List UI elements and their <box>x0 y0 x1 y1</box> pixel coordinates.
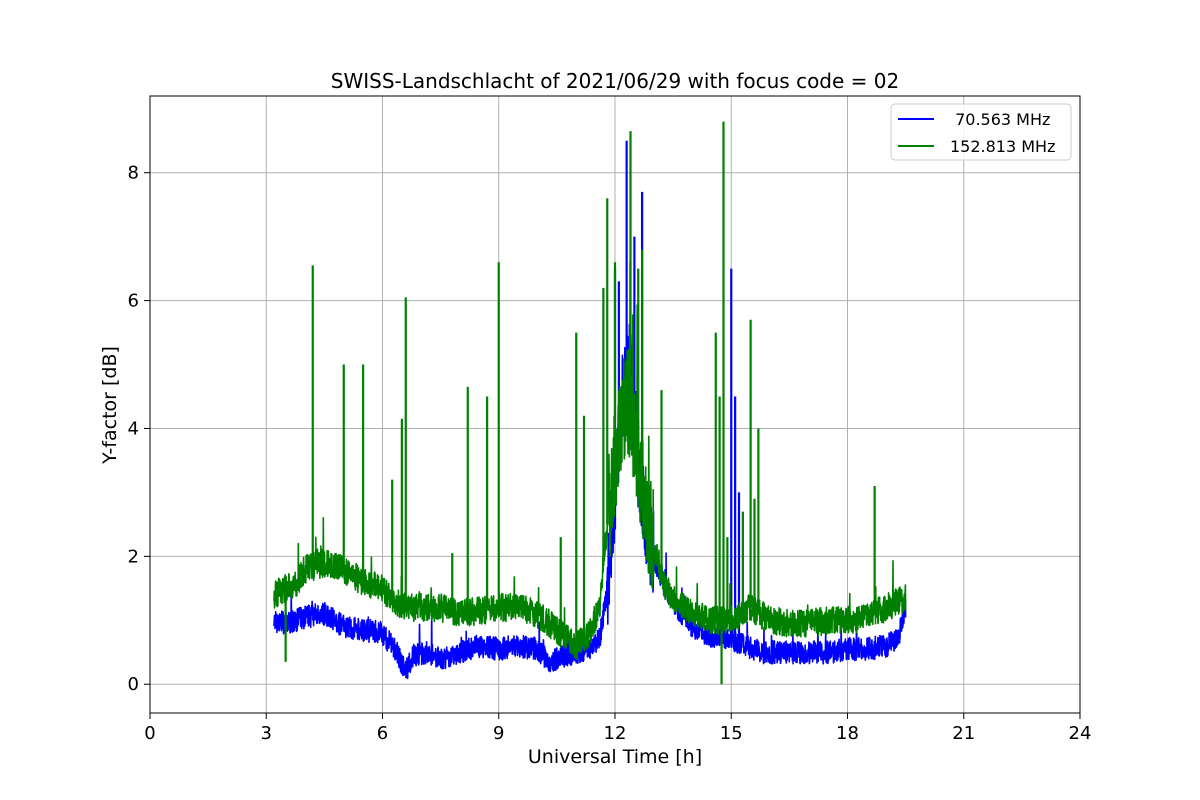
y-tick-label: 0 <box>128 674 139 695</box>
x-tick-label: 15 <box>720 723 743 744</box>
chart-title: SWISS-Landschlacht of 2021/06/29 with fo… <box>331 69 899 93</box>
x-tick-label: 21 <box>952 723 975 744</box>
x-tick-label: 3 <box>261 723 272 744</box>
x-axis: 0 3 6 9 12 15 18 21 24 <box>144 713 1091 744</box>
x-tick-label: 0 <box>144 723 155 744</box>
series-line-1 <box>273 323 907 680</box>
x-tick-label: 6 <box>377 723 388 744</box>
y-tick-label: 4 <box>128 418 139 439</box>
y-tick-label: 6 <box>128 291 139 312</box>
y-tick-label: 8 <box>128 163 139 184</box>
x-tick-label: 18 <box>836 723 859 744</box>
x-axis-title: Universal Time [h] <box>528 746 702 768</box>
legend: 70.563 MHz 152.813 MHz <box>890 103 1072 161</box>
x-tick-label: 12 <box>604 723 627 744</box>
x-tick-label: 24 <box>1069 723 1092 744</box>
y-tick-label: 2 <box>128 546 139 567</box>
legend-label-series-2: 152.813 MHz <box>950 137 1055 156</box>
legend-box <box>890 103 1072 161</box>
y-axis-title: Y-factor [dB] <box>99 346 121 465</box>
plot-lines <box>273 121 907 685</box>
y-axis: 0 2 4 6 8 <box>128 163 150 695</box>
legend-label-series-1: 70.563 MHz <box>950 110 1050 129</box>
x-tick-label: 9 <box>493 723 504 744</box>
series-line-2 <box>273 261 907 660</box>
